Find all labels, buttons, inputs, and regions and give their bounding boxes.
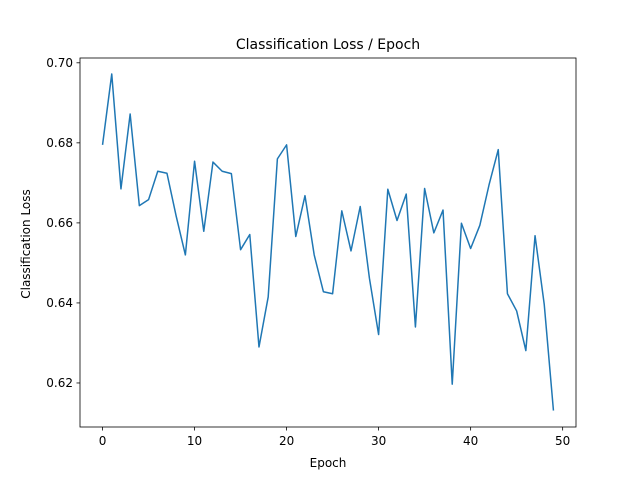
x-tick-label: 0 [99, 434, 107, 448]
series-line-0 [101, 73, 555, 411]
plot-area: 0 10 20 30 40 50 0.62 0.64 0.66 0.68 0.70 [46, 56, 577, 448]
x-axis-title: Epoch [310, 456, 347, 470]
y-tick-label: 0.64 [46, 296, 73, 310]
y-tick-label: 0.68 [46, 136, 73, 150]
x-tick-label: 30 [371, 434, 386, 448]
x-tick-label: 20 [279, 434, 294, 448]
y-tick-label: 0.70 [46, 56, 73, 70]
x-tick-label: 10 [187, 434, 202, 448]
x-tick-label: 40 [463, 434, 478, 448]
chart-title: Classification Loss / Epoch [236, 37, 420, 53]
y-tick-label: 0.62 [46, 376, 73, 390]
plot-frame [79, 57, 577, 428]
x-tick-label: 50 [555, 434, 570, 448]
y-tick-label: 0.66 [46, 216, 73, 230]
y-axis-title: Classification Loss [19, 189, 33, 299]
